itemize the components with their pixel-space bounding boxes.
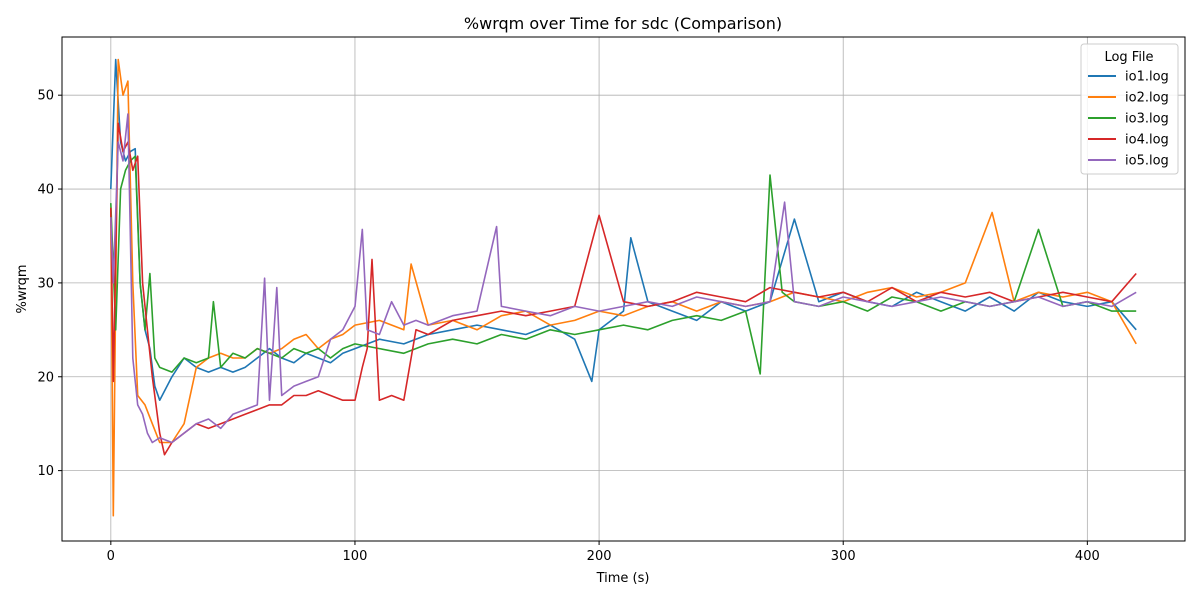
y-tick-label: 20 bbox=[37, 370, 54, 385]
x-tick-label: 200 bbox=[587, 549, 612, 564]
tick-layer: 0 100 200 300 400 10 20 30 40 50 bbox=[37, 89, 1099, 564]
x-tick-label: 400 bbox=[1075, 549, 1100, 564]
legend-title: Log File bbox=[1104, 50, 1153, 65]
series-layer bbox=[110, 58, 1137, 517]
y-tick-label: 30 bbox=[37, 276, 54, 291]
y-axis-label: %wrqm bbox=[15, 264, 30, 313]
legend: Log File io1.log io2.log io3.log io4.log io5… bbox=[1080, 43, 1179, 175]
legend-label-2: io2.log bbox=[1125, 91, 1169, 106]
series-line-3 bbox=[110, 155, 1137, 375]
y-tick-label: 50 bbox=[37, 89, 54, 104]
grid-layer bbox=[62, 37, 1185, 541]
chart-title: %wrqm over Time for sdc (Comparison) bbox=[464, 14, 782, 33]
series-line-5 bbox=[110, 113, 1137, 444]
legend-label-4: io4.log bbox=[1125, 133, 1169, 148]
x-tick-label: 0 bbox=[107, 549, 115, 564]
legend-items: io1.log io2.log io3.log io4.log io5.log bbox=[1088, 70, 1169, 169]
x-tick-label: 100 bbox=[343, 549, 368, 564]
y-tick-label: 40 bbox=[37, 183, 54, 198]
x-axis-label: Time (s) bbox=[596, 571, 650, 586]
series-line-4 bbox=[110, 122, 1137, 456]
legend-label-1: io1.log bbox=[1125, 70, 1169, 85]
legend-label-5: io5.log bbox=[1125, 154, 1169, 169]
legend-label-3: io3.log bbox=[1125, 112, 1169, 127]
y-tick-label: 10 bbox=[37, 464, 54, 479]
x-tick-label: 300 bbox=[831, 549, 856, 564]
plot-frame bbox=[61, 36, 1186, 542]
